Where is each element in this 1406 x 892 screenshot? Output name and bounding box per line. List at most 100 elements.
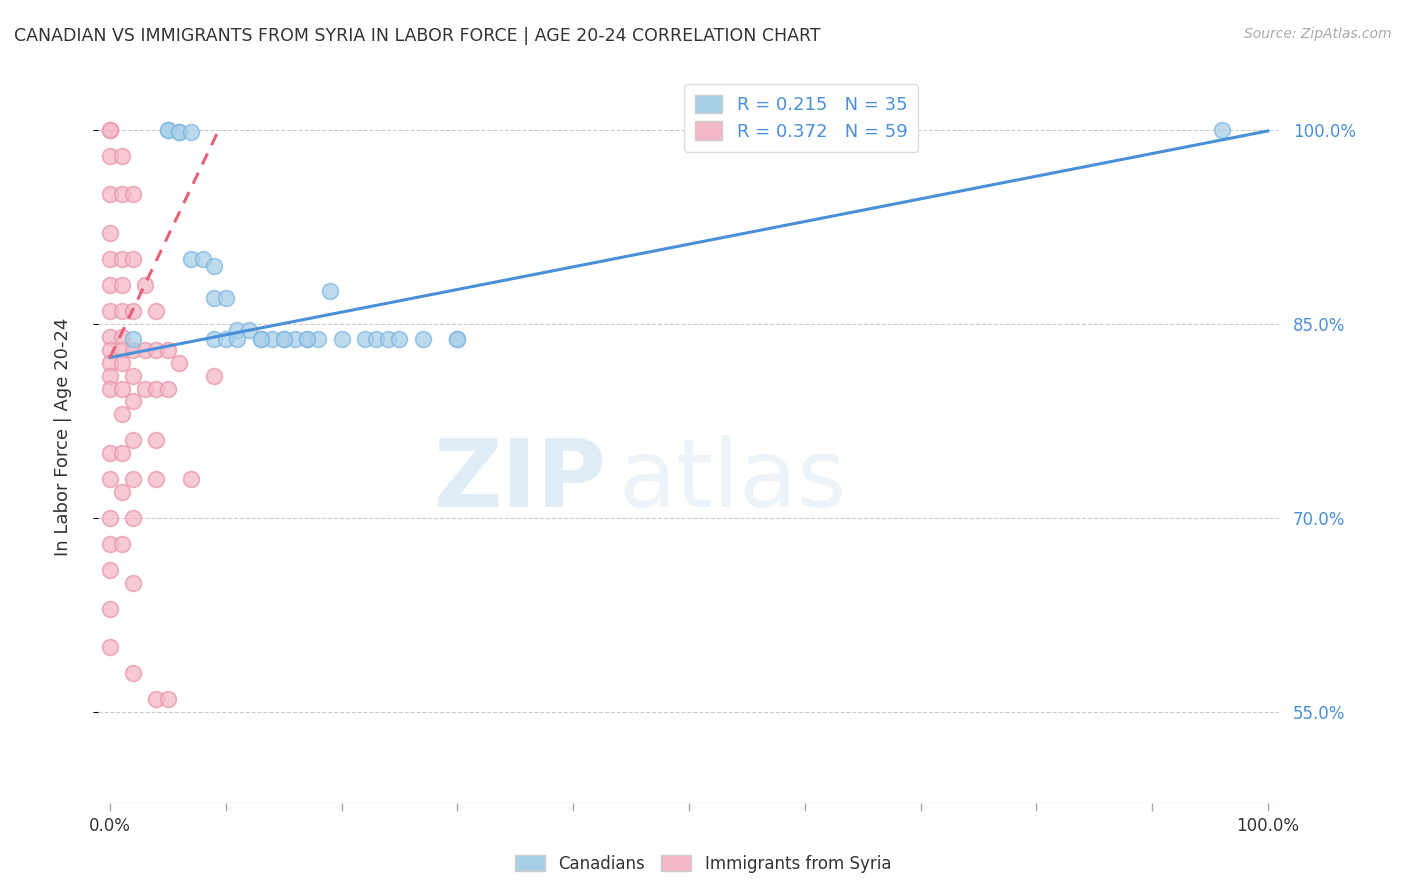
Point — [215, 332, 238, 346]
Point — [273, 332, 295, 346]
Point — [295, 332, 318, 346]
Point — [98, 563, 121, 577]
Point — [169, 356, 191, 370]
Point — [98, 277, 121, 292]
Point — [412, 332, 434, 346]
Point — [98, 601, 121, 615]
Point — [98, 640, 121, 655]
Point — [319, 285, 342, 299]
Point — [122, 575, 145, 590]
Point — [98, 303, 121, 318]
Point — [110, 408, 132, 422]
Point — [98, 252, 121, 266]
Point — [180, 472, 202, 486]
Point — [98, 343, 121, 357]
Point — [98, 537, 121, 551]
Point — [122, 666, 145, 681]
Point — [122, 332, 145, 346]
Text: Source: ZipAtlas.com: Source: ZipAtlas.com — [1244, 27, 1392, 41]
Point — [122, 187, 145, 202]
Point — [110, 330, 132, 344]
Point — [122, 368, 145, 383]
Point — [110, 446, 132, 460]
Point — [122, 472, 145, 486]
Point — [134, 382, 156, 396]
Point — [98, 472, 121, 486]
Point — [156, 692, 179, 706]
Point — [110, 343, 132, 357]
Point — [262, 332, 284, 346]
Point — [98, 122, 121, 136]
Point — [145, 382, 167, 396]
Point — [98, 368, 121, 383]
Legend: Canadians, Immigrants from Syria: Canadians, Immigrants from Syria — [508, 848, 898, 880]
Point — [249, 332, 271, 346]
Point — [284, 332, 307, 346]
Point — [156, 122, 179, 136]
Point — [110, 382, 132, 396]
Point — [156, 122, 179, 136]
Point — [238, 323, 260, 337]
Point — [446, 332, 468, 346]
Point — [98, 122, 121, 136]
Point — [145, 472, 167, 486]
Point — [145, 434, 167, 448]
Point — [366, 332, 388, 346]
Legend: R = 0.215   N = 35, R = 0.372   N = 59: R = 0.215 N = 35, R = 0.372 N = 59 — [685, 84, 918, 152]
Point — [169, 125, 191, 139]
Point — [134, 277, 156, 292]
Point — [180, 125, 202, 139]
Point — [202, 332, 225, 346]
Point — [110, 485, 132, 500]
Point — [110, 303, 132, 318]
Point — [98, 148, 121, 162]
Point — [122, 343, 145, 357]
Point — [446, 332, 468, 346]
Point — [273, 332, 295, 346]
Point — [110, 537, 132, 551]
Point — [110, 187, 132, 202]
Point — [202, 291, 225, 305]
Point — [215, 291, 238, 305]
Point — [330, 332, 353, 346]
Point — [353, 332, 375, 346]
Point — [249, 332, 271, 346]
Point — [145, 692, 167, 706]
Point — [122, 434, 145, 448]
Point — [98, 187, 121, 202]
Point — [110, 252, 132, 266]
Y-axis label: In Labor Force | Age 20-24: In Labor Force | Age 20-24 — [53, 318, 72, 557]
Point — [110, 148, 132, 162]
Point — [98, 446, 121, 460]
Point — [156, 382, 179, 396]
Point — [145, 303, 167, 318]
Point — [122, 252, 145, 266]
Text: CANADIAN VS IMMIGRANTS FROM SYRIA IN LABOR FORCE | AGE 20-24 CORRELATION CHART: CANADIAN VS IMMIGRANTS FROM SYRIA IN LAB… — [14, 27, 821, 45]
Point — [202, 368, 225, 383]
Point — [98, 226, 121, 240]
Point — [98, 356, 121, 370]
Point — [1211, 122, 1233, 136]
Point — [202, 259, 225, 273]
Point — [388, 332, 411, 346]
Point — [134, 343, 156, 357]
Point — [145, 343, 167, 357]
Point — [226, 332, 249, 346]
Point — [98, 511, 121, 525]
Point — [169, 125, 191, 139]
Point — [377, 332, 399, 346]
Point — [191, 252, 214, 266]
Point — [110, 356, 132, 370]
Point — [122, 511, 145, 525]
Point — [110, 277, 132, 292]
Point — [98, 330, 121, 344]
Text: atlas: atlas — [619, 435, 846, 527]
Point — [98, 382, 121, 396]
Point — [156, 343, 179, 357]
Point — [180, 252, 202, 266]
Point — [122, 394, 145, 409]
Point — [307, 332, 329, 346]
Point — [226, 323, 249, 337]
Point — [122, 303, 145, 318]
Point — [295, 332, 318, 346]
